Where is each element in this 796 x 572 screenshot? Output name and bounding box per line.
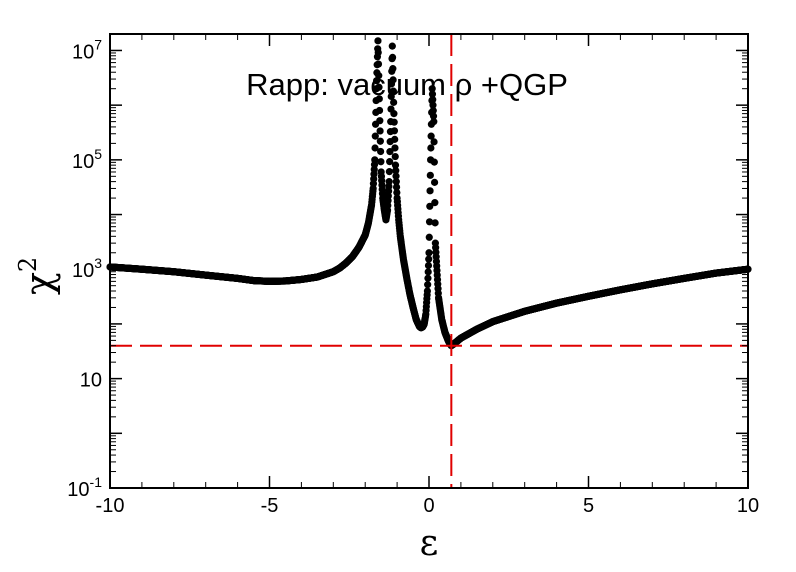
y-tick-label: 105 <box>72 146 102 173</box>
data-point <box>425 249 433 257</box>
x-tick-label: -5 <box>261 495 279 517</box>
y-tick-label: 10-1 <box>67 474 102 501</box>
data-point <box>388 53 397 61</box>
data-point <box>391 161 400 169</box>
data-point <box>376 127 384 135</box>
data-point <box>375 106 384 115</box>
data-point <box>390 110 398 118</box>
data-point <box>425 233 433 241</box>
data-point <box>375 72 383 80</box>
data-point <box>430 138 438 146</box>
data-point <box>428 85 436 93</box>
data-point <box>374 60 383 68</box>
data-point <box>390 118 398 126</box>
reference-lines <box>110 34 748 488</box>
data-point <box>392 183 401 191</box>
data-point <box>376 137 384 145</box>
data-point <box>429 112 438 120</box>
data-point <box>392 167 400 175</box>
y-tick-label: 10 <box>80 370 102 392</box>
data-point <box>426 202 434 210</box>
data-point <box>430 118 438 126</box>
data-point <box>424 274 432 282</box>
data-point <box>429 107 437 115</box>
data-point <box>390 98 398 106</box>
data-point <box>431 219 439 227</box>
tick-labels: -10 -5 0 5 10 10-1 10 103 105 107 <box>67 36 759 517</box>
data-point <box>377 158 385 166</box>
data-point <box>424 268 432 276</box>
data-point <box>371 156 379 164</box>
data-point <box>389 76 397 84</box>
data-point <box>430 158 438 166</box>
data-point <box>390 127 399 135</box>
data-point <box>391 135 399 143</box>
data-point <box>392 178 400 186</box>
data-point <box>389 65 397 73</box>
data-point <box>386 148 394 156</box>
y-tick-label: 103 <box>72 255 102 282</box>
data-point <box>424 261 433 270</box>
data-point <box>431 199 439 207</box>
data-point <box>391 144 399 152</box>
data-points <box>106 37 752 350</box>
data-point <box>427 132 435 140</box>
data-point <box>374 48 382 57</box>
data-point <box>375 83 383 91</box>
data-point <box>393 188 401 197</box>
x-tick-label: 5 <box>583 495 594 517</box>
data-point <box>392 172 400 180</box>
x-tick-label: -10 <box>96 495 125 517</box>
data-point <box>371 144 379 152</box>
data-point <box>388 42 396 50</box>
data-point <box>425 255 433 263</box>
axis-ticks <box>109 33 749 489</box>
data-point <box>430 178 439 186</box>
data-point <box>386 158 394 166</box>
x-tick-label: 10 <box>737 495 759 517</box>
data-point <box>426 171 434 179</box>
data-point <box>376 117 384 125</box>
y-axis-title-exponent: 2 <box>14 257 42 272</box>
data-point <box>389 87 397 95</box>
y-tick-label: 107 <box>72 36 102 63</box>
data-point <box>429 96 437 104</box>
data-point <box>385 178 393 186</box>
data-point <box>385 168 393 176</box>
data-point <box>426 187 434 195</box>
data-point <box>423 287 431 295</box>
data-point <box>391 152 399 161</box>
data-point <box>375 95 383 103</box>
x-axis-title: ε <box>420 523 439 564</box>
data-point <box>427 144 435 152</box>
x-tick-label: 0 <box>423 495 434 517</box>
y-axis-title: χ2 <box>14 257 61 295</box>
data-point <box>377 147 385 156</box>
chart-annotation: Rapp: vacuum ρ +QGP <box>246 67 568 102</box>
data-point <box>371 132 379 140</box>
y-axis-title-symbol: χ <box>17 272 61 295</box>
data-point <box>374 37 382 45</box>
data-point <box>429 101 437 109</box>
data-point <box>424 281 432 289</box>
data-point <box>428 90 437 98</box>
data-point <box>425 218 434 226</box>
